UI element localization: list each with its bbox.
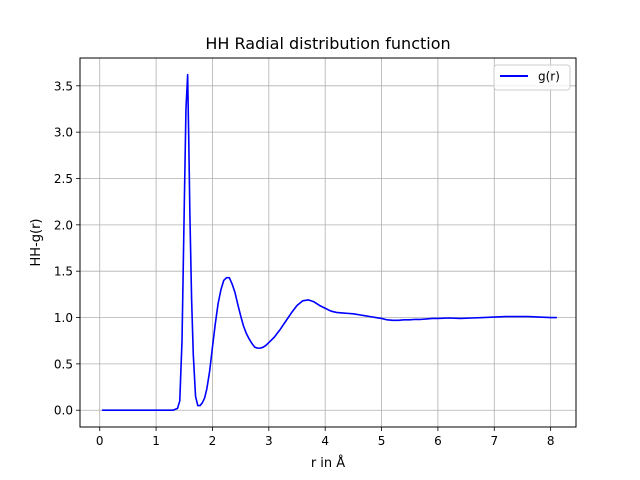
chart-title: HH Radial distribution function bbox=[205, 34, 450, 53]
x-tick-label: 8 bbox=[547, 434, 555, 448]
x-tick-label: 0 bbox=[96, 434, 104, 448]
x-tick-label: 2 bbox=[209, 434, 217, 448]
series-line-1 bbox=[101, 73, 558, 412]
plot-lines bbox=[101, 73, 558, 412]
y-tick-label: 1.5 bbox=[54, 265, 73, 279]
plot-frame bbox=[79, 57, 577, 428]
x-tick-label: 7 bbox=[490, 434, 498, 448]
x-tick-label: 3 bbox=[265, 434, 273, 448]
y-tick-label: 0.0 bbox=[54, 404, 73, 418]
legend-label: g(r) bbox=[538, 70, 560, 84]
x-axis-label: r in Å bbox=[311, 455, 345, 471]
y-tick-label: 0.5 bbox=[54, 357, 73, 371]
y-tick-label: 2.0 bbox=[54, 218, 73, 232]
legend: g(r) bbox=[493, 64, 571, 91]
y-tick-label: 3.5 bbox=[54, 79, 73, 93]
y-axis-label: HH-g(r) bbox=[29, 219, 44, 267]
y-tick-label: 2.5 bbox=[54, 172, 73, 186]
x-axis-ticks: 0 1 2 3 4 5 6 7 8 bbox=[96, 427, 555, 448]
x-tick-label: 5 bbox=[378, 434, 386, 448]
legend-box bbox=[493, 64, 571, 91]
x-tick-label: 6 bbox=[434, 434, 442, 448]
y-axis-ticks: 0.0 0.5 1.0 1.5 2.0 2.5 3.0 3.5 bbox=[54, 79, 80, 418]
x-tick-label: 4 bbox=[321, 434, 329, 448]
grid bbox=[80, 58, 576, 427]
x-tick-label: 1 bbox=[152, 434, 160, 448]
y-tick-label: 3.0 bbox=[54, 126, 73, 140]
y-tick-label: 1.0 bbox=[54, 311, 73, 325]
